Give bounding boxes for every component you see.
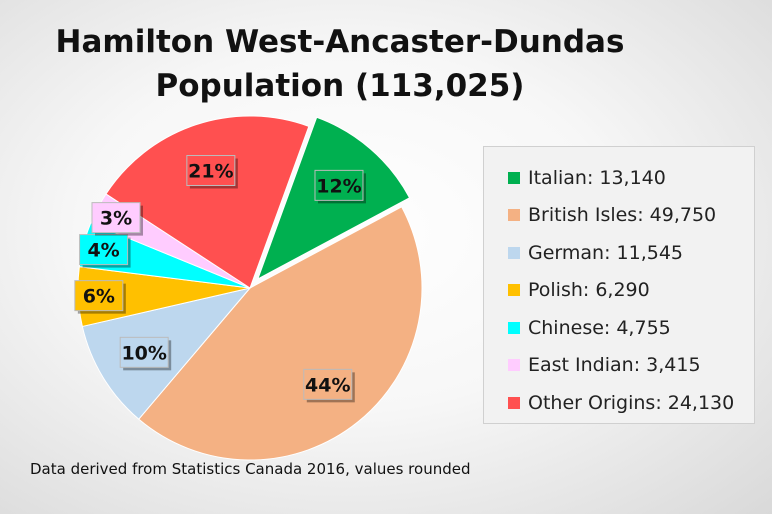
legend-item: East Indian: 3,415: [508, 347, 754, 385]
data-label: 3%: [91, 202, 143, 236]
data-label-text: 10%: [121, 342, 166, 364]
data-label-text: 6%: [83, 286, 115, 308]
legend-swatch: [508, 246, 520, 259]
legend-label: Polish: 6,290: [528, 279, 650, 302]
legend-item: Chinese: 4,755: [508, 309, 754, 347]
chart-title: Hamilton West-Ancaster-Dundas Population…: [0, 20, 772, 108]
legend-label: Italian: 13,140: [528, 166, 666, 189]
data-label-text: 12%: [316, 175, 361, 197]
data-label: 4%: [79, 234, 131, 268]
legend-swatch: [508, 209, 520, 222]
pie-slice-other-origins: [105, 115, 310, 289]
chart-title-line-1: Hamilton West-Ancaster-Dundas: [55, 24, 625, 60]
data-label: 44%: [303, 368, 355, 403]
chart-title-line-2: Population (113,025): [155, 68, 525, 104]
data-label: 21%: [186, 155, 238, 189]
legend-label: German: 11,545: [528, 241, 684, 264]
legend-item: Italian: 13,140: [508, 159, 754, 197]
data-label: 10%: [119, 336, 172, 371]
legend-label: East Indian: 3,415: [528, 354, 701, 377]
legend: Italian: 13,140 British Isles: 49,750 Germ…: [483, 146, 755, 424]
legend-swatch: [508, 359, 520, 372]
legend-label: Other Origins: 24,130: [528, 391, 735, 414]
data-label-text: 21%: [188, 161, 233, 183]
legend-label: British Isles: 49,750: [528, 204, 717, 227]
data-label-text: 4%: [87, 240, 119, 262]
data-label-text: 44%: [305, 374, 350, 396]
legend-item: Polish: 6,290: [508, 272, 754, 310]
legend-item: British Isles: 49,750: [508, 197, 754, 235]
legend-swatch: [508, 284, 520, 297]
legend-item: German: 11,545: [508, 234, 754, 272]
legend-swatch: [508, 396, 520, 409]
legend-swatch: [508, 321, 520, 334]
data-label: 12%: [314, 169, 366, 204]
legend-label: Chinese: 4,755: [528, 316, 671, 339]
data-label: 6%: [74, 280, 126, 314]
footnote: Data derived from Statistics Canada 2016…: [30, 460, 471, 478]
pie-chart: 12% 44% 10% 6% 4% 3% 21%: [74, 115, 423, 461]
legend-item: Other Origins: 24,130: [508, 384, 754, 422]
legend-swatch: [508, 171, 520, 184]
data-label-text: 3%: [100, 208, 132, 230]
